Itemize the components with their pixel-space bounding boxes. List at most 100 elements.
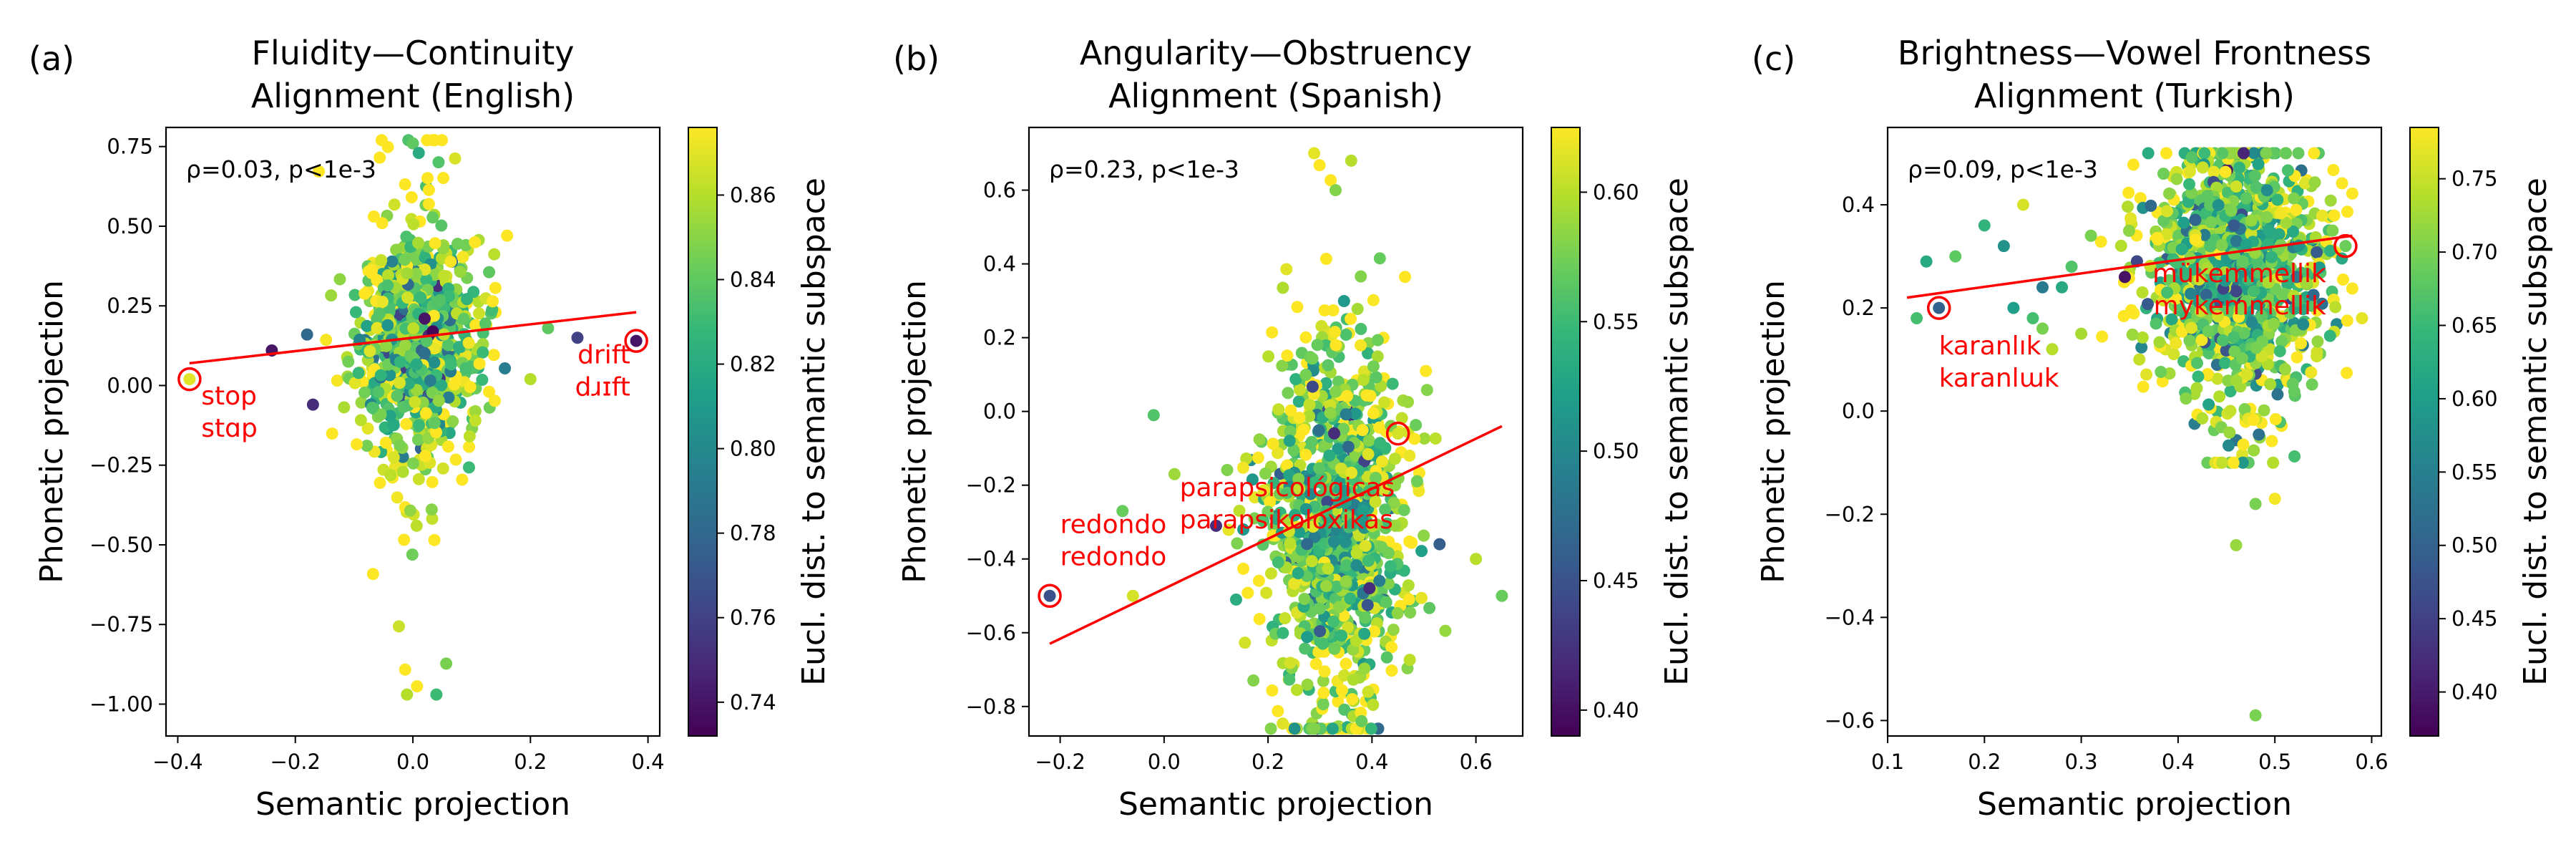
data-point xyxy=(399,339,411,352)
data-point xyxy=(2157,214,2170,227)
data-point xyxy=(401,688,414,701)
data-point xyxy=(2124,212,2137,225)
data-point xyxy=(427,342,440,355)
data-point xyxy=(1253,613,1266,626)
data-point xyxy=(412,236,425,249)
data-point xyxy=(437,269,450,282)
data-point xyxy=(1299,642,1312,655)
data-point xyxy=(406,137,419,150)
data-point xyxy=(1335,629,1348,642)
data-point xyxy=(394,377,406,389)
data-point xyxy=(1264,495,1277,508)
data-point xyxy=(376,217,389,230)
data-point xyxy=(436,134,449,147)
data-point xyxy=(361,422,374,435)
y-tick-label: 0.2 xyxy=(983,326,1016,350)
data-point xyxy=(2185,287,2197,300)
data-point xyxy=(422,183,435,196)
data-point xyxy=(1283,673,1296,686)
colorbar-label: Eucl. dist. to semantic subspace xyxy=(796,178,832,686)
colorbar-tick-label: 0.76 xyxy=(730,606,776,630)
data-point xyxy=(434,294,447,306)
word-label: mükemmellik xyxy=(2152,259,2326,289)
data-point xyxy=(394,439,406,452)
y-tick-label: 0.50 xyxy=(107,214,153,238)
data-point xyxy=(571,331,584,344)
data-point xyxy=(381,319,394,331)
data-point xyxy=(2297,318,2310,331)
data-point xyxy=(1313,602,1326,615)
data-point xyxy=(1377,483,1390,496)
word-label: karanlɯk xyxy=(1939,364,2059,393)
data-point xyxy=(1366,520,1379,533)
data-point xyxy=(2189,213,2202,226)
data-point xyxy=(2238,403,2251,416)
data-point xyxy=(1355,322,1367,335)
data-point xyxy=(400,417,413,430)
word-label: redondo xyxy=(1060,510,1167,540)
data-point xyxy=(376,296,389,309)
word-label: karanlık xyxy=(1939,331,2041,361)
data-point xyxy=(1290,684,1303,697)
data-point xyxy=(1362,685,1375,698)
data-point xyxy=(2192,370,2205,383)
data-point xyxy=(399,253,411,266)
data-point xyxy=(2290,271,2303,284)
data-point xyxy=(399,178,411,190)
data-point xyxy=(1357,504,1370,517)
data-point xyxy=(2127,158,2140,171)
data-point xyxy=(2230,285,2243,298)
data-point xyxy=(2323,329,2336,342)
data-point xyxy=(418,312,431,325)
data-point xyxy=(501,229,514,242)
chart-title-line: Angularity—Obstruency xyxy=(1080,34,1472,72)
data-point xyxy=(1303,410,1316,422)
data-point xyxy=(1340,408,1352,421)
data-point xyxy=(2273,344,2286,357)
data-point xyxy=(1362,554,1375,567)
x-tick-label: 0.5 xyxy=(2258,750,2291,774)
data-point xyxy=(2202,347,2215,359)
data-point xyxy=(1350,546,1363,559)
data-point xyxy=(2326,224,2339,237)
x-tick-label: −0.2 xyxy=(270,750,321,774)
data-point xyxy=(419,407,432,420)
data-point xyxy=(2137,380,2150,393)
data-point xyxy=(1345,466,1358,479)
data-point xyxy=(1319,579,1332,592)
data-point xyxy=(426,475,439,488)
data-point xyxy=(1266,684,1279,697)
regression-line xyxy=(1906,234,2353,299)
data-point xyxy=(1319,253,1332,266)
data-point xyxy=(2215,238,2228,251)
data-point xyxy=(1292,567,1304,580)
chart-title-line: Alignment (Turkish) xyxy=(1974,77,2295,115)
data-point xyxy=(485,304,498,316)
data-point xyxy=(1367,407,1380,420)
data-point xyxy=(387,419,400,432)
data-point xyxy=(1315,319,1328,332)
data-point xyxy=(1388,452,1401,465)
data-point xyxy=(2185,321,2198,334)
data-point xyxy=(1342,621,1355,634)
data-point xyxy=(1043,589,1056,602)
data-point xyxy=(2305,366,2318,379)
data-point xyxy=(1266,326,1279,339)
data-point xyxy=(1292,526,1305,538)
data-point xyxy=(463,430,476,442)
data-point xyxy=(1369,471,1382,484)
data-point xyxy=(1308,147,1321,160)
data-point xyxy=(320,334,333,347)
data-point xyxy=(425,503,438,516)
data-point xyxy=(1308,722,1321,735)
data-point xyxy=(2290,351,2303,364)
data-point xyxy=(1333,601,1346,614)
data-point xyxy=(306,398,319,411)
data-point xyxy=(2280,216,2293,229)
data-point xyxy=(1318,665,1331,678)
data-point xyxy=(1384,560,1397,573)
data-point xyxy=(2142,147,2155,160)
y-axis-label: Phonetic projection xyxy=(34,280,70,583)
data-point xyxy=(338,401,351,414)
data-point xyxy=(460,293,473,306)
